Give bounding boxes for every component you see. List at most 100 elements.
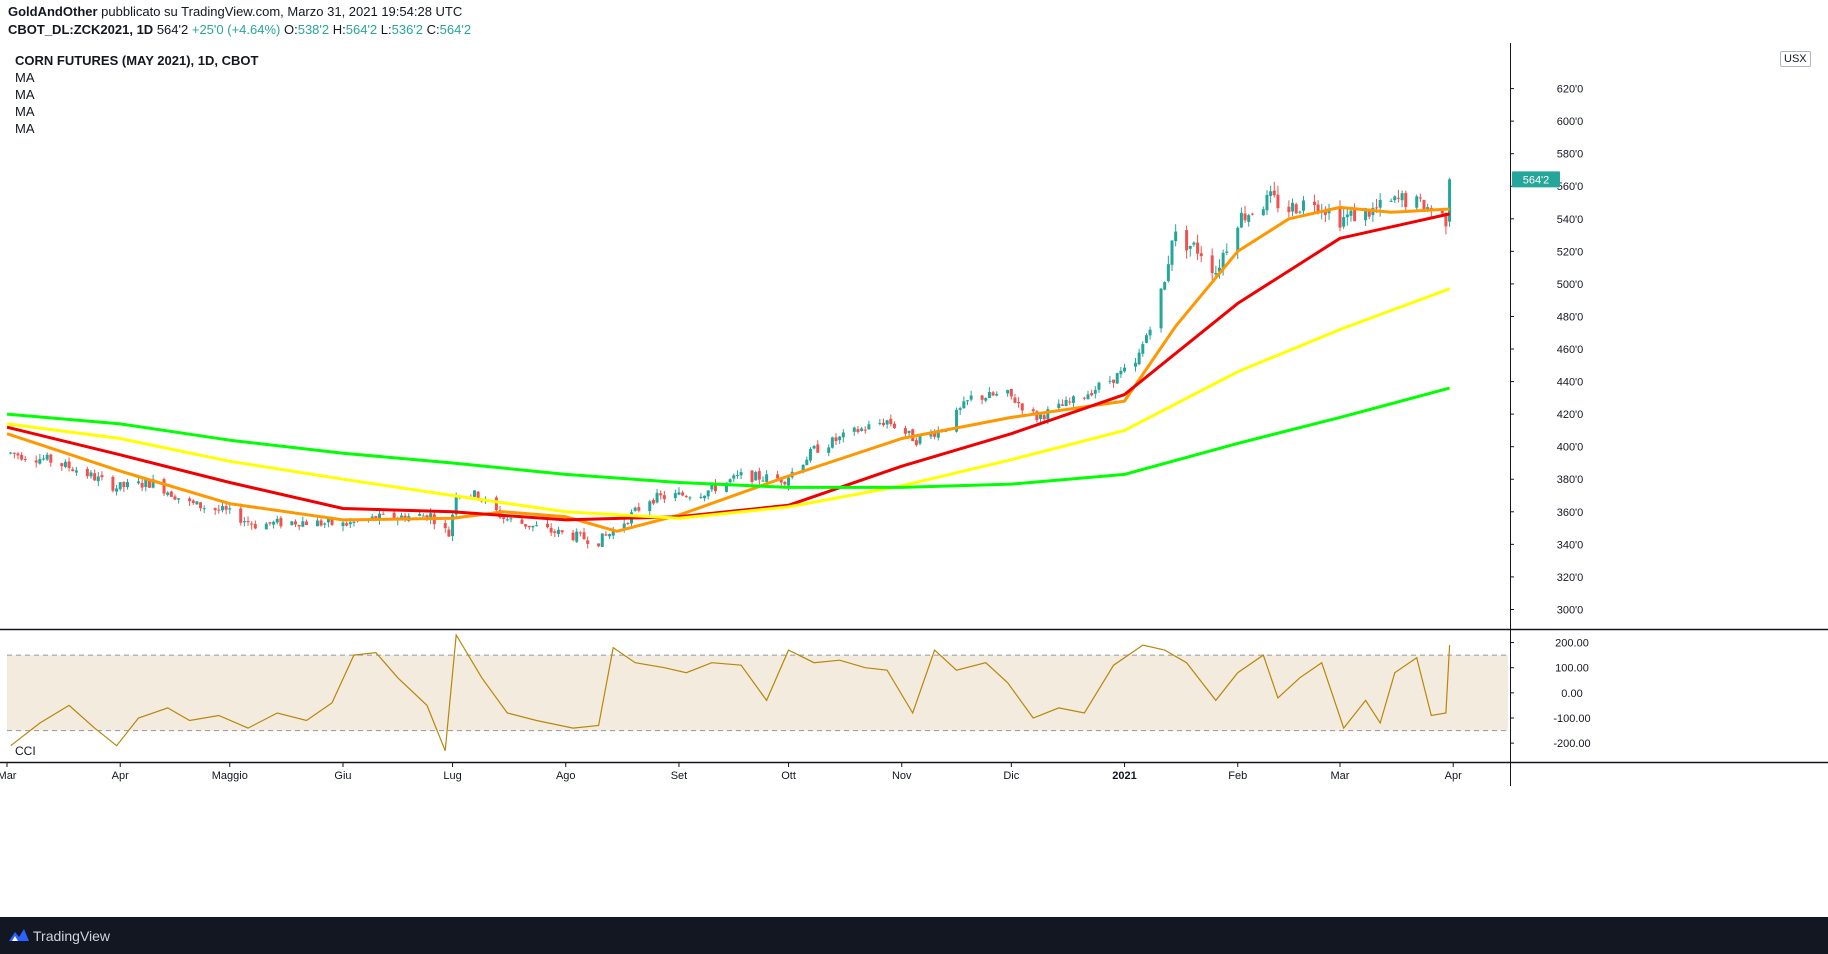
candle-body (881, 422, 885, 426)
candle-body (1046, 409, 1050, 420)
candle-body (878, 423, 882, 425)
candle-body (1166, 264, 1170, 282)
author-name[interactable]: GoldAndOther (8, 4, 98, 19)
candle-body (553, 531, 557, 533)
candle-body (637, 507, 641, 511)
candle-body (1294, 204, 1298, 214)
candle-body (1396, 197, 1400, 199)
candle-body (315, 520, 319, 527)
candle-body (739, 472, 743, 476)
cci-tick-label: 100.00 (1555, 663, 1589, 675)
candle-body (476, 491, 480, 500)
candle-body (571, 532, 575, 541)
candle-body (1133, 362, 1137, 367)
candle-body (1060, 404, 1064, 406)
candle-body (1210, 255, 1214, 274)
candle-body (472, 490, 476, 497)
candle-body (1086, 394, 1090, 400)
cci-legend[interactable]: CCI (15, 744, 36, 758)
ma-legend-4[interactable]: MA (15, 121, 35, 136)
candle-body (1415, 196, 1419, 208)
candle-body (378, 513, 382, 520)
candle-body (962, 401, 966, 409)
candle-body (655, 492, 659, 503)
time-tick-label: 2021 (1112, 770, 1136, 782)
time-tick-label: Maggio (212, 770, 248, 782)
candle-body (787, 477, 791, 486)
candle-body (681, 492, 685, 496)
last-price: 564'2 (156, 22, 189, 37)
candle-body (1323, 210, 1327, 215)
candle-body (67, 461, 71, 469)
candle-body (732, 475, 736, 479)
brand-name[interactable]: TradingView (33, 928, 111, 944)
candle-body (374, 516, 378, 520)
candle-body (399, 515, 403, 518)
candle-body (706, 490, 710, 497)
candle-body (1068, 401, 1072, 403)
candle-body (735, 474, 739, 476)
candle-body (1196, 242, 1200, 254)
candle-body (290, 521, 294, 525)
candle-body (1375, 207, 1379, 209)
candle-body (867, 424, 871, 430)
candle-body (169, 491, 173, 497)
candle-body (326, 519, 330, 523)
candle-body (827, 447, 831, 453)
candle-body (100, 475, 104, 478)
candle-body (370, 516, 374, 518)
tradingview-logo-icon[interactable] (8, 927, 30, 943)
chart-title[interactable]: CORN FUTURES (MAY 2021), 1D, CBOT (15, 53, 259, 68)
candle-body (801, 464, 805, 473)
ma-line-4 (6, 386, 1450, 489)
price-tick-label: 560'0 (1557, 181, 1584, 193)
candle-body (531, 525, 535, 528)
candle-body (611, 530, 615, 536)
candle-body (527, 525, 531, 528)
publish-info: GoldAndOther pubblicato su TradingView.c… (8, 4, 462, 19)
candle-body (546, 523, 550, 528)
candle-body (177, 498, 181, 500)
candle-body (1057, 403, 1061, 409)
candle-body (250, 523, 254, 525)
candles (9, 177, 1452, 549)
candle-body (1123, 367, 1127, 372)
candle-body (754, 472, 758, 481)
candle-body (1141, 344, 1145, 354)
candle-body (147, 480, 151, 488)
chart-canvas[interactable]: 300'0 320'0 340'0 360'0 380'0 400'0 420'0 440'0… (0, 43, 1828, 917)
candle-body (684, 495, 688, 498)
candle-body (648, 501, 652, 512)
candle-body (202, 508, 206, 510)
candle-body (995, 393, 999, 396)
ma-legend-3[interactable]: MA (15, 104, 35, 119)
candle-body (1400, 193, 1404, 201)
candle-body (162, 479, 166, 494)
candle-body (688, 497, 692, 499)
candle-body (1031, 409, 1035, 412)
currency-badge[interactable]: USX (1780, 51, 1811, 67)
price-tick-label: 580'0 (1557, 149, 1584, 161)
candle-body (1276, 194, 1280, 209)
footer: TradingView (0, 917, 1828, 954)
candle-body (268, 522, 272, 524)
candle-body (1236, 227, 1240, 252)
candle-body (151, 479, 155, 488)
candle-body (1064, 399, 1068, 407)
ma-legend-2[interactable]: MA (15, 87, 35, 102)
low-label: L: (380, 22, 392, 37)
chart-area[interactable]: 300'0 320'0 340'0 360'0 380'0 400'0 420'0 440'0… (0, 43, 1828, 917)
candle-body (454, 495, 458, 515)
candle-body (677, 492, 681, 495)
candle-body (1148, 329, 1152, 336)
candle-body (969, 395, 973, 400)
ma-line-1 (6, 205, 1450, 533)
candle-body (1097, 382, 1101, 390)
candle-body (220, 506, 224, 511)
candle-body (1426, 207, 1430, 211)
candle-body (122, 481, 126, 488)
candle-body (224, 506, 228, 510)
ma-legend-1[interactable]: MA (15, 70, 35, 85)
candle-body (1009, 388, 1013, 397)
candle-body (1301, 200, 1305, 211)
